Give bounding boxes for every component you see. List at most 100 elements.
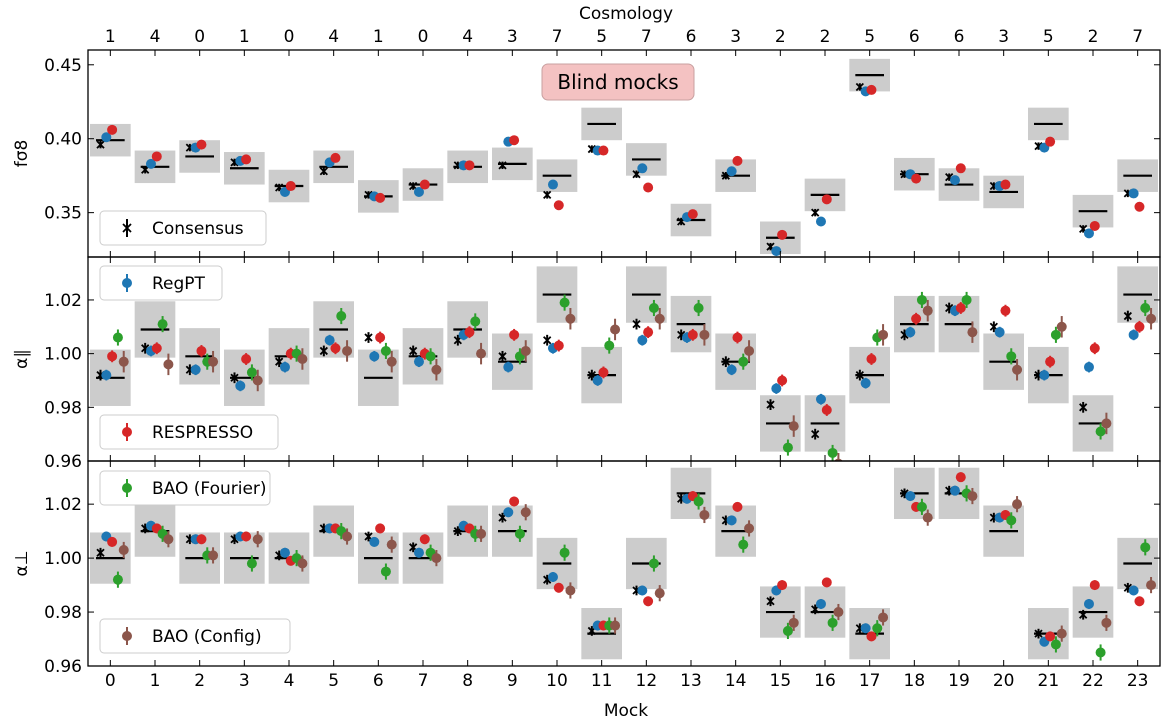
bao_config-point xyxy=(744,345,755,356)
bao_fourier-point xyxy=(827,447,838,458)
consensus-point xyxy=(1079,610,1088,619)
bao_fourier-point xyxy=(604,340,615,351)
regpt-point xyxy=(235,380,246,391)
bao_config-point xyxy=(788,421,799,432)
x-tick-label: 11 xyxy=(591,671,613,691)
y-axis-label: α∥ xyxy=(12,349,32,369)
regpt-point xyxy=(905,327,916,338)
bao_config-point xyxy=(1012,499,1023,510)
regpt-point xyxy=(815,598,826,609)
regpt-point xyxy=(145,158,156,169)
bao_config-point xyxy=(1056,321,1067,332)
regpt-point xyxy=(905,491,916,502)
consensus-point xyxy=(1034,629,1043,638)
legend-bao_fourier: BAO (Fourier) xyxy=(99,470,271,506)
x-tick-label: 9 xyxy=(507,671,518,691)
regpt-point xyxy=(726,515,737,526)
bao_config-point xyxy=(163,359,174,370)
respresso-point xyxy=(1089,220,1100,231)
x-tick-label: 18 xyxy=(904,671,926,691)
bao_config-point xyxy=(1101,617,1112,628)
x-tick-label: 17 xyxy=(859,671,881,691)
regpt-point xyxy=(279,547,290,558)
respresso-point xyxy=(375,192,386,203)
regpt-point xyxy=(503,362,514,373)
panel-2-frame xyxy=(87,460,1161,667)
bao_fourier-point xyxy=(648,303,659,313)
bao_config-point xyxy=(118,545,129,556)
respresso-point xyxy=(732,332,743,343)
respresso-point xyxy=(687,329,698,340)
consensus-marker-stroke xyxy=(230,373,239,382)
bao_config-point xyxy=(1056,628,1067,639)
cosmology-tick-label: 7 xyxy=(552,27,563,47)
bao_fourier-point xyxy=(916,294,927,305)
respresso-point xyxy=(241,354,252,364)
consensus-point xyxy=(766,597,775,606)
respresso-point xyxy=(196,345,207,356)
respresso-point xyxy=(1089,343,1100,354)
respresso-point xyxy=(330,152,341,163)
respresso-point xyxy=(509,496,520,507)
consensus-point xyxy=(1123,311,1132,321)
y-tick-label: 0.40 xyxy=(44,130,82,150)
cosmology-tick-label: 3 xyxy=(507,27,518,47)
respresso-point xyxy=(330,343,341,354)
respresso-point xyxy=(553,340,564,351)
y-tick-label: 0.35 xyxy=(44,204,82,224)
bao_config-point xyxy=(565,585,576,596)
y-axis-label: α⊥ xyxy=(12,550,32,576)
y-tick-label: 0.98 xyxy=(44,398,82,418)
respresso-point xyxy=(151,343,162,354)
respresso-point xyxy=(375,523,386,534)
bao_fourier-point xyxy=(380,345,391,356)
bao_config-point xyxy=(654,588,665,599)
legend-respresso: RESPRESSO xyxy=(99,414,279,450)
bao_config-point xyxy=(610,324,621,335)
regpt-point xyxy=(994,327,1005,338)
cosmology-tick-label: 4 xyxy=(150,27,161,47)
regpt-point xyxy=(413,547,424,558)
consensus-marker-stroke xyxy=(945,303,954,313)
respresso-point xyxy=(598,145,609,156)
bao_config-point xyxy=(342,531,353,542)
consensus-point xyxy=(632,319,641,329)
consensus-marker-stroke xyxy=(900,489,909,498)
bao_fourier-point xyxy=(782,442,793,453)
bao_config-point xyxy=(788,617,799,628)
bao_config-point xyxy=(118,356,129,367)
respresso-point xyxy=(866,631,877,642)
annotation-box xyxy=(541,63,695,101)
bao_config-point xyxy=(297,354,308,364)
consensus-point xyxy=(855,370,864,380)
respresso-point xyxy=(1089,580,1100,591)
cosmology-tick-label: 2 xyxy=(775,27,786,47)
consensus-marker-stroke xyxy=(543,336,552,345)
regpt-point xyxy=(949,175,960,186)
cosmology-tick-label: 6 xyxy=(686,27,697,47)
cosmology-tick-label: 5 xyxy=(1043,27,1054,47)
cosmology-tick-label: 5 xyxy=(864,27,875,47)
bao_config-point xyxy=(386,356,397,367)
annotation-text: Blind mocks xyxy=(557,70,678,94)
regpt-point xyxy=(547,179,558,190)
regpt-point xyxy=(949,485,960,496)
bao_fourier-point xyxy=(246,558,257,569)
regpt-point xyxy=(413,186,424,197)
bao_config-point xyxy=(476,528,487,539)
consensus-marker-stroke xyxy=(989,322,998,331)
respresso-point xyxy=(464,160,475,171)
legend-box xyxy=(99,210,267,246)
bao_config-point xyxy=(744,523,755,534)
bao_fourier-point xyxy=(425,351,436,362)
legend-label: BAO (Config) xyxy=(152,627,262,647)
consensus-marker-stroke xyxy=(96,140,105,149)
regpt-point xyxy=(190,364,201,375)
bao_config-point xyxy=(1146,313,1157,324)
panel-1-plot-area xyxy=(90,266,1158,461)
respresso-point xyxy=(643,596,654,607)
bao_fourier-point xyxy=(693,496,704,507)
consensus-marker-stroke xyxy=(141,344,150,353)
respresso-point xyxy=(777,375,788,386)
legend-marker xyxy=(122,278,132,288)
